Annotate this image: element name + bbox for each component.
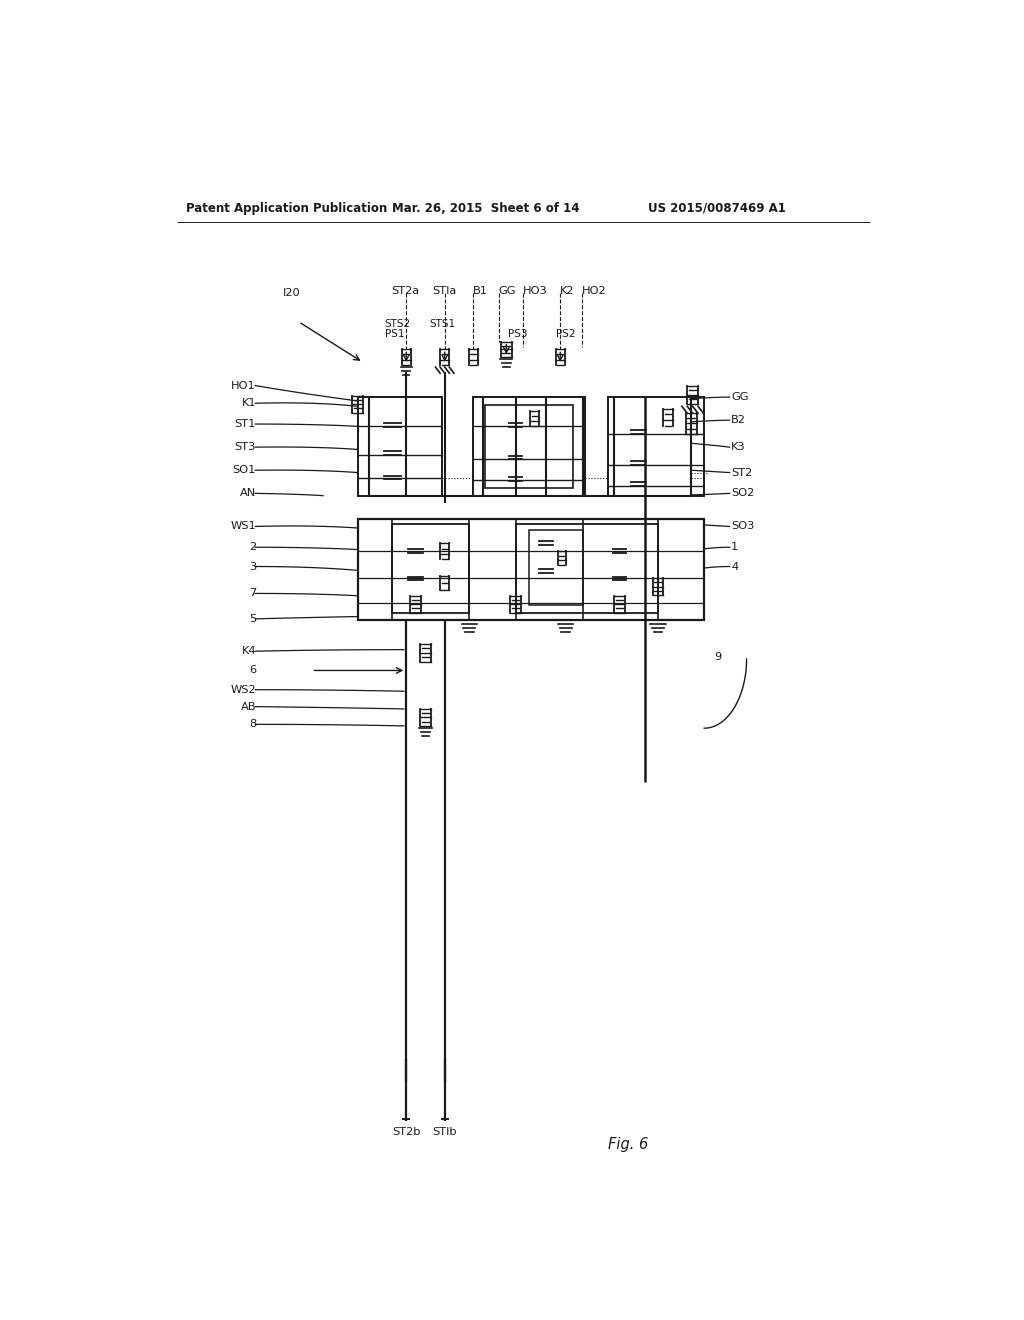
Text: 6: 6 (249, 665, 256, 676)
Text: PS1: PS1 (385, 329, 404, 339)
Text: SO3: SO3 (731, 521, 755, 532)
Text: WS2: WS2 (230, 685, 256, 694)
Text: K3: K3 (731, 442, 745, 453)
Bar (529, 531, 584, 605)
Bar (357, 397, 442, 496)
Text: HO1: HO1 (231, 380, 256, 391)
Text: ST3: ST3 (234, 442, 256, 453)
Text: K1: K1 (242, 399, 256, 408)
Bar (484, 405, 573, 488)
Text: GG: GG (731, 392, 749, 403)
Text: 4: 4 (731, 561, 738, 572)
Text: ST1: ST1 (234, 418, 256, 429)
Text: Mar. 26, 2015  Sheet 6 of 14: Mar. 26, 2015 Sheet 6 of 14 (392, 202, 580, 215)
Text: B1: B1 (473, 286, 488, 296)
Text: PS3: PS3 (508, 329, 527, 339)
Text: PS2: PS2 (556, 329, 575, 339)
Text: AN: AN (240, 488, 256, 499)
Text: 2: 2 (249, 543, 256, 552)
Text: 3: 3 (249, 561, 256, 572)
Text: ST2a: ST2a (391, 286, 419, 296)
Text: GG: GG (499, 286, 516, 296)
Text: Patent Application Publication: Patent Application Publication (186, 202, 387, 215)
Bar (473, 397, 585, 496)
Text: 8: 8 (249, 719, 256, 730)
Text: K2: K2 (560, 286, 574, 296)
Text: HO3: HO3 (523, 286, 548, 296)
Text: 9: 9 (714, 652, 722, 663)
Text: ST2b: ST2b (392, 1127, 421, 1138)
Text: US 2015/0087469 A1: US 2015/0087469 A1 (648, 202, 785, 215)
Text: K4: K4 (242, 647, 256, 656)
Bar (357, 519, 705, 620)
Text: WS1: WS1 (230, 521, 256, 532)
Text: 7: 7 (249, 589, 256, 598)
Text: I20: I20 (283, 288, 301, 298)
Text: SO2: SO2 (731, 488, 755, 499)
Text: B2: B2 (731, 416, 746, 425)
Text: SO1: SO1 (232, 465, 256, 475)
Text: AB: AB (241, 702, 256, 711)
Bar (608, 397, 705, 496)
Text: STS1: STS1 (429, 319, 456, 329)
Bar (392, 524, 469, 612)
Text: 1: 1 (731, 543, 738, 552)
Text: ST2: ST2 (731, 467, 753, 478)
Text: STS2: STS2 (385, 319, 411, 329)
Text: HO2: HO2 (582, 286, 606, 296)
Text: 5: 5 (249, 614, 256, 624)
Text: STlb: STlb (432, 1127, 457, 1138)
Bar (515, 524, 658, 612)
Text: STla: STla (432, 286, 457, 296)
Text: Fig. 6: Fig. 6 (608, 1137, 648, 1151)
